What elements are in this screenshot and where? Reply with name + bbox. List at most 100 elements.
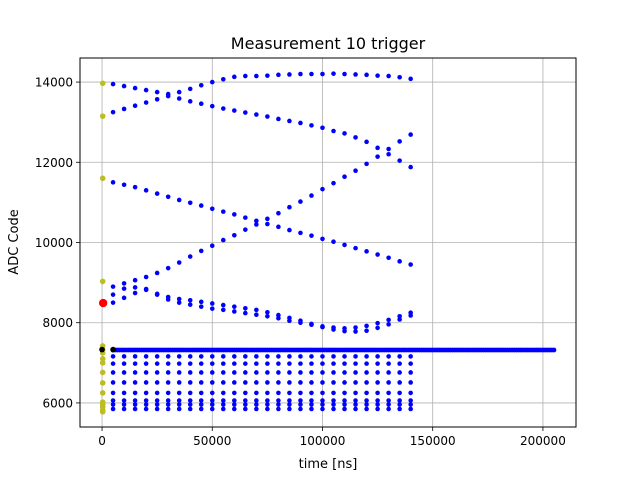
data-point <box>298 406 303 412</box>
data-point <box>265 114 270 119</box>
data-point <box>287 370 292 375</box>
data-point <box>176 390 182 396</box>
data-point <box>187 406 193 412</box>
data-point <box>320 324 325 329</box>
data-point <box>364 161 369 167</box>
data-point <box>386 370 391 375</box>
data-point <box>187 302 193 307</box>
data-point <box>309 361 314 366</box>
data-point <box>342 326 347 331</box>
data-point <box>353 390 358 396</box>
data-point <box>232 309 237 314</box>
data-point <box>320 361 325 366</box>
data-point <box>209 79 215 85</box>
data-point <box>232 402 237 407</box>
data-point <box>408 406 413 412</box>
data-point <box>353 168 358 174</box>
data-point <box>397 406 402 412</box>
data-point <box>353 72 358 77</box>
data-point <box>110 361 116 366</box>
data-point <box>298 398 303 403</box>
data-point <box>243 380 248 385</box>
data-point <box>132 184 138 190</box>
data-point <box>132 290 138 296</box>
data-point <box>331 380 336 385</box>
data-point <box>375 145 380 151</box>
data-point <box>408 402 413 407</box>
x-tick-label: 150000 <box>410 434 456 448</box>
data-point <box>386 322 391 327</box>
data-point <box>408 262 413 267</box>
data-point <box>320 380 325 385</box>
data-point <box>187 354 193 359</box>
data-point <box>408 132 413 137</box>
data-point <box>165 402 171 407</box>
data-point <box>342 380 347 385</box>
data-point <box>353 329 358 334</box>
data-point <box>265 390 270 396</box>
data-point <box>143 274 149 280</box>
data-point <box>232 304 237 309</box>
data-point <box>276 316 281 321</box>
data-point <box>276 361 281 366</box>
data-point <box>99 360 106 366</box>
data-point <box>198 101 204 107</box>
data-point <box>397 390 402 396</box>
data-point <box>375 390 380 396</box>
data-point <box>408 398 413 403</box>
data-point <box>110 398 116 403</box>
data-point <box>353 398 358 403</box>
data-point <box>298 199 303 204</box>
data-point <box>397 259 402 264</box>
data-point <box>276 406 281 412</box>
data-point <box>364 380 369 385</box>
data-point <box>110 370 116 375</box>
data-point <box>298 361 303 366</box>
data-point <box>121 281 127 286</box>
data-point <box>353 380 358 385</box>
data-point <box>99 369 106 376</box>
data-point <box>154 380 160 385</box>
data-point <box>143 370 149 375</box>
data-point <box>232 108 237 113</box>
data-point <box>353 402 358 407</box>
data-point <box>143 406 149 412</box>
data-point <box>176 398 182 403</box>
data-point <box>132 370 138 375</box>
data-point <box>121 361 127 366</box>
data-point <box>232 390 237 396</box>
data-point <box>220 406 226 412</box>
x-tick-label: 200000 <box>520 434 566 448</box>
baseline-point <box>551 347 557 353</box>
data-point <box>132 402 138 407</box>
data-point <box>110 180 116 185</box>
data-point <box>309 193 314 198</box>
data-point <box>375 325 380 331</box>
data-point <box>397 398 402 403</box>
data-point <box>232 361 237 366</box>
data-point <box>386 151 391 157</box>
data-point <box>187 361 193 366</box>
data-point <box>386 255 391 261</box>
data-point <box>375 361 380 366</box>
data-point <box>154 370 160 375</box>
data-point <box>121 402 127 407</box>
data-point <box>342 390 347 396</box>
data-point <box>276 72 281 78</box>
data-point <box>287 118 292 124</box>
data-point <box>298 380 303 385</box>
data-point <box>331 354 336 359</box>
data-point <box>121 83 127 89</box>
data-point <box>132 354 138 359</box>
data-point <box>243 402 248 407</box>
data-point <box>298 120 303 126</box>
data-point <box>342 398 347 403</box>
data-point <box>287 398 292 403</box>
data-point <box>99 356 106 362</box>
data-point <box>331 398 336 403</box>
data-point <box>320 398 325 403</box>
data-point <box>165 265 171 271</box>
data-point <box>287 354 292 359</box>
data-point <box>176 300 182 305</box>
